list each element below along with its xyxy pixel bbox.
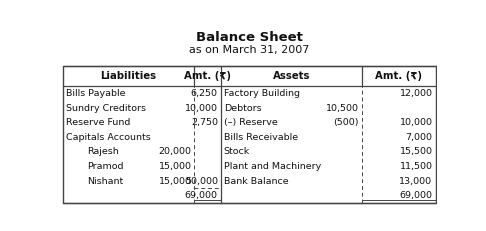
Text: Debtors: Debtors [224,104,261,113]
Text: 10,000: 10,000 [185,104,218,113]
Text: 69,000: 69,000 [185,191,218,200]
Text: Rajesh: Rajesh [87,147,119,156]
Text: Pramod: Pramod [87,162,123,171]
Text: Bills Payable: Bills Payable [66,89,125,98]
Text: Factory Building: Factory Building [224,89,300,98]
Text: Sundry Creditors: Sundry Creditors [66,104,146,113]
Text: 15,000: 15,000 [158,162,191,171]
Text: Amt. (₹): Amt. (₹) [375,71,422,81]
Text: Bills Receivable: Bills Receivable [224,133,298,142]
Text: 13,000: 13,000 [399,176,433,185]
Text: 10,500: 10,500 [326,104,359,113]
Text: 7,000: 7,000 [405,133,433,142]
Text: (500): (500) [333,118,359,127]
Text: Bank Balance: Bank Balance [224,176,289,185]
Text: 20,000: 20,000 [158,147,191,156]
Text: Liabilities: Liabilities [101,71,156,81]
Text: Stock: Stock [224,147,250,156]
Text: Plant and Machinery: Plant and Machinery [224,162,321,171]
Text: as on March 31, 2007: as on March 31, 2007 [189,45,309,55]
Text: 69,000: 69,000 [399,191,433,200]
Text: 15,000: 15,000 [158,176,191,185]
Text: Reserve Fund: Reserve Fund [66,118,130,127]
Text: Balance Sheet: Balance Sheet [196,31,302,44]
Text: 12,000: 12,000 [399,89,433,98]
Text: 50,000: 50,000 [185,176,218,185]
Text: 10,000: 10,000 [399,118,433,127]
Text: 2,750: 2,750 [191,118,218,127]
Text: 11,500: 11,500 [399,162,433,171]
Text: Capitals Accounts: Capitals Accounts [66,133,150,142]
Text: 15,500: 15,500 [399,147,433,156]
Text: Assets: Assets [273,71,310,81]
Text: 6,250: 6,250 [191,89,218,98]
Text: (–) Reserve: (–) Reserve [224,118,278,127]
Text: Nishant: Nishant [87,176,123,185]
Text: Amt. (₹): Amt. (₹) [184,71,231,81]
